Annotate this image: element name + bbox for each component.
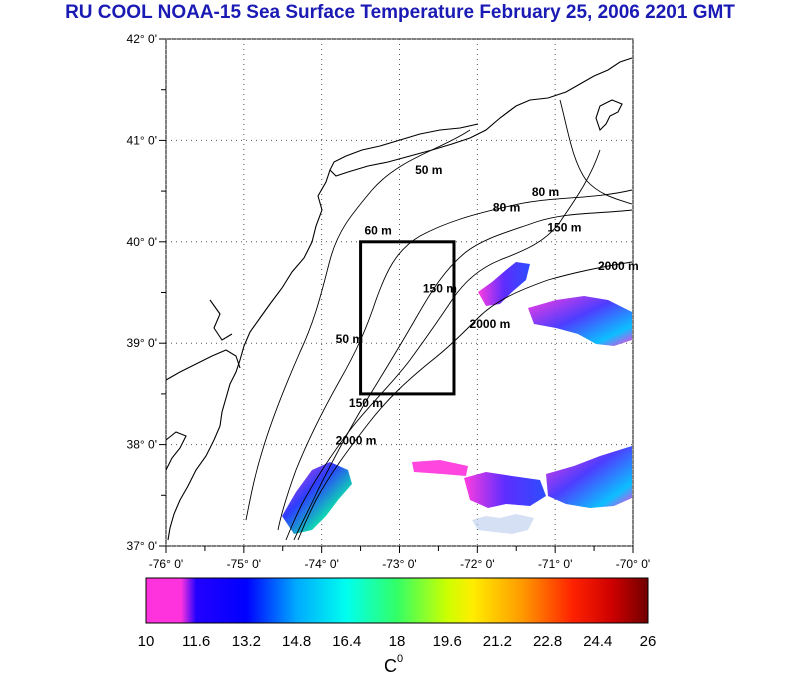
x-axis: -76° 0' -75° 0' -74° 0' -73° 0' -72° 0' -71° … bbox=[149, 546, 650, 571]
unit-letter: C bbox=[384, 656, 397, 676]
sst-patch-northeast-small bbox=[478, 262, 530, 306]
sst-speckles bbox=[472, 514, 534, 534]
x-tick-label: -73° 0' bbox=[382, 557, 416, 571]
sst-patch-south-mid bbox=[464, 472, 546, 508]
colorbar-tick-label: 18 bbox=[389, 633, 406, 650]
unit-superscript: 0 bbox=[397, 653, 403, 665]
coastline-delmarva bbox=[165, 349, 241, 381]
map-frame bbox=[165, 38, 634, 547]
contour-label: 150 m bbox=[547, 221, 581, 235]
colorbar-tick-label: 24.4 bbox=[583, 633, 612, 650]
colorbar-tick-label: 19.6 bbox=[433, 633, 462, 650]
x-tick-label: -75° 0' bbox=[227, 557, 261, 571]
sst-patch-south-strip bbox=[412, 460, 468, 476]
x-tick-label: -70° 0' bbox=[616, 557, 650, 571]
contour-label: 50 m bbox=[336, 332, 363, 346]
contour-label: 150 m bbox=[423, 282, 457, 296]
contour-label: 50 m bbox=[415, 163, 442, 177]
colorbar-tick-label: 10 bbox=[138, 633, 155, 650]
coastline-nj-ny bbox=[167, 169, 331, 541]
colorbar-tick-label: 14.8 bbox=[282, 633, 311, 650]
colorbar-tick-label: 11.6 bbox=[182, 633, 210, 650]
y-tick-label: 37° 0' bbox=[127, 539, 157, 553]
study-area-box bbox=[359, 240, 456, 396]
map-title: RU COOL NOAA-15 Sea Surface Temperature … bbox=[65, 2, 735, 23]
x-tick-label: -72° 0' bbox=[460, 557, 494, 571]
contour-60m bbox=[277, 189, 633, 531]
contour-50m bbox=[245, 129, 471, 521]
contour-east-loop bbox=[559, 99, 633, 205]
colorbar-tick-label: 26 bbox=[640, 633, 657, 650]
contour-labels: 50 m 80 m 80 m 60 m 150 m 2000 m 150 m 2000 m 50… bbox=[336, 163, 639, 448]
contour-label: 150 m bbox=[349, 396, 383, 410]
coastline-inner-bay bbox=[209, 299, 233, 341]
contour-label: 2000 m bbox=[336, 434, 377, 448]
colorbar-tick-label: 22.8 bbox=[533, 633, 562, 650]
x-tick-label: -74° 0' bbox=[304, 557, 338, 571]
sst-patch-northeast-large bbox=[528, 296, 632, 346]
y-tick-label: 41° 0' bbox=[127, 133, 157, 147]
contour-150m bbox=[285, 149, 601, 541]
colorbar-tick-label: 13.2 bbox=[232, 633, 261, 650]
contour-label: 2000 m bbox=[598, 259, 639, 273]
colorbar-tick-label: 21.2 bbox=[483, 633, 512, 650]
sst-patch-south-east bbox=[546, 446, 632, 508]
coastline-chesapeake bbox=[165, 431, 187, 471]
y-tick-label: 40° 0' bbox=[127, 235, 157, 249]
x-tick-label: -71° 0' bbox=[538, 557, 572, 571]
x-tick-label: -76° 0' bbox=[149, 557, 183, 571]
y-tick-label: 42° 0' bbox=[127, 32, 157, 46]
contour-label: 80 m bbox=[493, 200, 520, 214]
contour-2000m bbox=[297, 261, 633, 541]
colorbar-ticks: 10 11.6 13.2 14.8 16.4 18 19.6 21.2 22.8 24.4 26 bbox=[138, 633, 657, 650]
y-axis: 42° 0' 41° 0' 40° 0' 39° 0' 38° 0' 37° 0' bbox=[127, 32, 166, 553]
coastline-new-england bbox=[329, 57, 633, 177]
contour-label: 80 m bbox=[532, 185, 559, 199]
colorbar bbox=[145, 577, 649, 624]
contour-label: 60 m bbox=[364, 224, 391, 238]
colorbar-unit-label: C0 bbox=[384, 653, 403, 676]
bathymetry-contours bbox=[245, 99, 633, 541]
coastline-cape-cod bbox=[595, 99, 623, 132]
colorbar-tick-label: 16.4 bbox=[332, 633, 361, 650]
contour-label: 2000 m bbox=[470, 317, 511, 331]
coastline bbox=[165, 57, 633, 541]
y-tick-label: 38° 0' bbox=[127, 438, 157, 452]
y-tick-label: 39° 0' bbox=[127, 336, 157, 350]
contour-80m bbox=[293, 209, 633, 541]
